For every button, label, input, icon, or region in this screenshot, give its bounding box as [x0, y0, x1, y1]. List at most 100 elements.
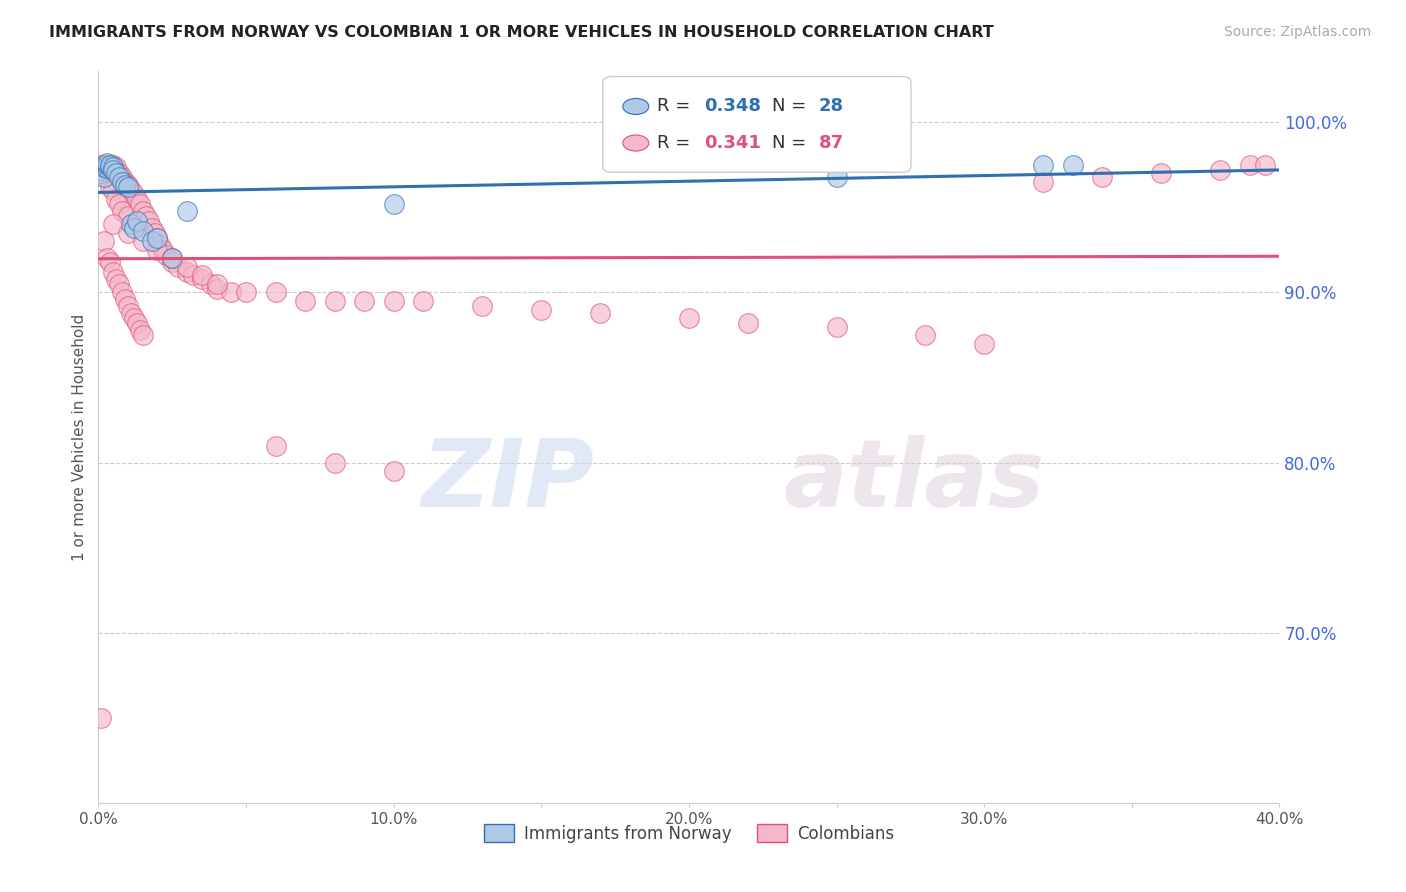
Point	[146, 243, 169, 257]
Point	[264, 285, 287, 300]
Point	[205, 277, 228, 291]
Point	[914, 328, 936, 343]
Point	[117, 180, 139, 194]
Point	[90, 163, 112, 178]
Point	[90, 163, 112, 178]
Circle shape	[623, 98, 648, 114]
Point	[93, 169, 115, 184]
Point	[98, 255, 121, 269]
Point	[111, 175, 134, 189]
Point	[1062, 158, 1084, 172]
Point	[98, 158, 121, 172]
Point	[1032, 175, 1054, 189]
Point	[90, 166, 112, 180]
Point	[90, 158, 112, 172]
Point	[382, 293, 405, 308]
Point	[323, 293, 346, 308]
Point	[973, 336, 995, 351]
Point	[96, 156, 118, 170]
Point	[98, 160, 121, 174]
Point	[589, 306, 612, 320]
Point	[103, 265, 125, 279]
Point	[152, 243, 174, 257]
Point	[122, 220, 145, 235]
Point	[96, 252, 118, 266]
Point	[105, 272, 128, 286]
Circle shape	[623, 135, 648, 151]
Point	[200, 277, 222, 291]
Point	[108, 169, 131, 184]
Point	[125, 214, 148, 228]
Point	[117, 299, 139, 313]
Point	[96, 161, 118, 176]
Point	[167, 260, 190, 274]
Point	[264, 439, 287, 453]
Point	[105, 166, 128, 180]
Point	[93, 235, 115, 249]
Point	[111, 203, 134, 218]
Point	[114, 178, 136, 193]
Point	[111, 169, 134, 184]
Point	[122, 186, 145, 201]
Point	[323, 456, 346, 470]
Point	[111, 285, 134, 300]
Point	[125, 316, 148, 330]
Point	[1209, 163, 1232, 178]
Point	[132, 235, 155, 249]
FancyBboxPatch shape	[603, 77, 911, 172]
Point	[1239, 158, 1261, 172]
Point	[108, 277, 131, 291]
Point	[141, 220, 163, 235]
Point	[132, 203, 155, 218]
Point	[530, 302, 553, 317]
Point	[128, 323, 150, 337]
Text: ZIP: ZIP	[422, 435, 595, 527]
Point	[117, 226, 139, 240]
Point	[191, 268, 214, 283]
Point	[825, 169, 848, 184]
Point	[114, 175, 136, 189]
Point	[176, 265, 198, 279]
Point	[737, 316, 759, 330]
Point	[191, 272, 214, 286]
Point	[120, 183, 142, 197]
Text: R =: R =	[657, 97, 696, 115]
Point	[98, 180, 121, 194]
Point	[412, 293, 434, 308]
Text: Source: ZipAtlas.com: Source: ZipAtlas.com	[1223, 25, 1371, 39]
Point	[117, 178, 139, 193]
Point	[221, 285, 243, 300]
Text: IMMIGRANTS FROM NORWAY VS COLOMBIAN 1 OR MORE VEHICLES IN HOUSEHOLD CORRELATION : IMMIGRANTS FROM NORWAY VS COLOMBIAN 1 OR…	[49, 25, 994, 40]
Point	[103, 160, 125, 174]
Point	[125, 192, 148, 206]
Point	[103, 218, 125, 232]
Point	[98, 158, 121, 172]
Point	[103, 158, 125, 172]
Point	[117, 209, 139, 223]
Text: N =: N =	[772, 97, 811, 115]
Point	[162, 252, 183, 266]
Point	[146, 231, 169, 245]
Point	[235, 285, 257, 300]
Point	[103, 163, 125, 178]
Point	[114, 293, 136, 307]
Point	[678, 311, 700, 326]
Point	[93, 160, 115, 174]
Point	[1091, 169, 1114, 184]
Point	[93, 158, 115, 172]
Text: N =: N =	[772, 134, 811, 152]
Point	[353, 293, 375, 308]
Point	[205, 282, 228, 296]
Point	[90, 711, 112, 725]
Text: 0.348: 0.348	[704, 97, 761, 115]
Text: atlas: atlas	[783, 435, 1045, 527]
Point	[141, 235, 163, 249]
Point	[135, 209, 157, 223]
Point	[105, 160, 128, 174]
Point	[103, 183, 125, 197]
Point	[162, 252, 183, 266]
Y-axis label: 1 or more Vehicles in Household: 1 or more Vehicles in Household	[72, 313, 87, 561]
Point	[1032, 158, 1054, 172]
Point	[128, 197, 150, 211]
Point	[1150, 166, 1173, 180]
